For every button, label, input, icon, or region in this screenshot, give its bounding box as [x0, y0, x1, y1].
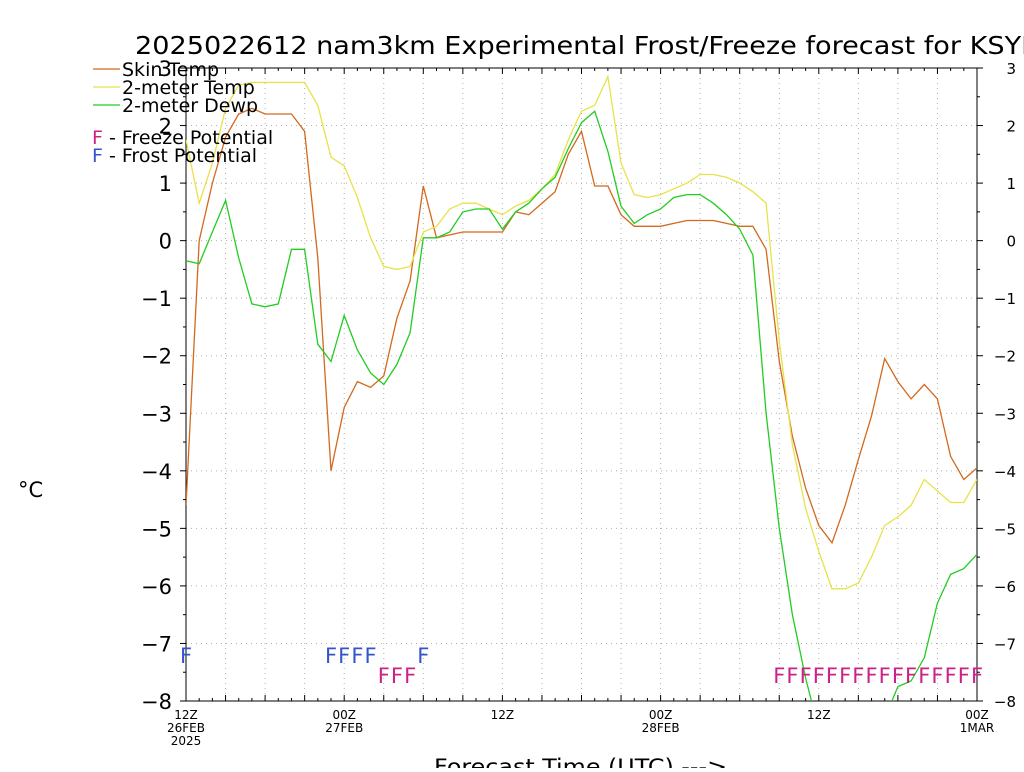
x-tick-label: 00Z: [965, 708, 989, 722]
x-tick-label: 27FEB: [325, 721, 363, 735]
y-tick-label-right: −5: [994, 520, 1016, 538]
y-tick-label-right: 0: [1006, 233, 1016, 251]
freeze-marker: F: [958, 664, 970, 688]
freeze-marker: F: [879, 664, 891, 688]
y-tick-label-left: −7: [141, 632, 172, 656]
series-line-2-meter-temp: [186, 74, 977, 590]
freeze-marker: F: [826, 664, 838, 688]
grid-lines: [186, 68, 977, 701]
y-axis-right: −8 −7 −6 −5 −4 −3 −2 −1 0 1 2 3: [977, 60, 1016, 711]
x-axis-label: Forecast Time (UTC) --->: [434, 755, 727, 768]
freeze-marker: F: [391, 664, 403, 688]
y-axis-left: −8 −7 −6 −5 −4 −3 −2 −1 0 1 2 3: [141, 57, 186, 714]
x-tick-label: 1MAR: [960, 721, 995, 735]
freeze-marker: F: [800, 664, 812, 688]
y-tick-label-left: 0: [159, 230, 172, 254]
y-tick-label-right: 1: [1006, 175, 1016, 193]
freeze-marker: F: [786, 664, 798, 688]
y-tick-label-right: −8: [994, 693, 1016, 711]
legend-label: 2-meter Temp: [122, 77, 255, 99]
freeze-marker: F: [971, 664, 983, 688]
freeze-marker: F: [839, 664, 851, 688]
y-tick-label-right: −7: [994, 635, 1016, 653]
x-tick-label: 00Z: [649, 708, 673, 722]
y-tick-label-right: −6: [994, 578, 1016, 596]
legend-potential-marker: F: [92, 145, 103, 167]
freeze-marker: F: [773, 664, 785, 688]
freeze-marker: F: [865, 664, 877, 688]
freeze-marker: F: [905, 664, 917, 688]
series-layer: [186, 74, 977, 701]
y-tick-label-right: −3: [994, 405, 1016, 423]
x-tick-label: 2025: [171, 734, 202, 748]
y-tick-label-left: 1: [159, 172, 172, 196]
y-axis-label: °C: [18, 478, 43, 502]
x-tick-label: 26FEB: [167, 721, 205, 735]
frost-marker: F: [417, 644, 429, 668]
legend-potential-label: F - Frost Potential: [92, 145, 257, 167]
y-tick-label-right: −4: [994, 463, 1016, 481]
legend-potential-label: F - Freeze Potential: [92, 127, 273, 149]
freeze-marker: F: [918, 664, 930, 688]
y-tick-label-left: 3: [159, 57, 172, 81]
series-line-skin-temp: [186, 107, 977, 545]
freeze-marker: F: [852, 664, 864, 688]
y-tick-label-right: −1: [994, 290, 1016, 308]
freeze-marker: F: [378, 664, 390, 688]
freeze-marker: F: [892, 664, 904, 688]
legend-label: Skin Temp: [122, 59, 219, 81]
legend-potential-marker: F: [92, 127, 103, 149]
x-tick-label: 12Z: [174, 708, 198, 722]
x-tick-label: 12Z: [807, 708, 831, 722]
legend-potential-text: - Freeze Potential: [103, 127, 273, 149]
y-tick-label-left: −5: [141, 517, 172, 541]
frost-marker: F: [180, 644, 192, 668]
frost-marker: F: [325, 644, 337, 668]
frost-marker: F: [365, 644, 377, 668]
frost-marker: F: [351, 644, 363, 668]
freeze-marker: F: [945, 664, 957, 688]
freeze-marker: F: [931, 664, 943, 688]
y-tick-label-left: −6: [141, 575, 172, 599]
y-tick-label-left: 2: [159, 115, 172, 139]
y-tick-label-left: −1: [141, 287, 172, 311]
legend-potential-text: - Frost Potential: [103, 145, 257, 167]
potential-markers: F F F F F FF F F F F F F F F F F F F F F F F F F: [180, 644, 983, 688]
series-line-2-meter-dewp: [186, 110, 977, 701]
freeze-marker: F: [404, 664, 416, 688]
y-tick-label-left: −4: [141, 460, 172, 484]
y-tick-label-left: −2: [141, 345, 172, 369]
legend-label: 2-meter Dewp: [122, 95, 258, 117]
y-tick-label-left: −3: [141, 402, 172, 426]
x-tick-label: 00Z: [332, 708, 356, 722]
y-tick-label-left: −8: [141, 690, 172, 714]
y-tick-label-right: −2: [994, 348, 1016, 366]
x-tick-label: 28FEB: [642, 721, 680, 735]
y-tick-label-right: 2: [1006, 118, 1016, 136]
chart-title: 2025022612 nam3km Experimental Frost/Fre…: [135, 31, 1024, 60]
frost-marker: F: [338, 644, 350, 668]
x-tick-label: 12Z: [491, 708, 515, 722]
y-tick-label-right: 3: [1006, 60, 1016, 78]
freeze-marker: F: [813, 664, 825, 688]
